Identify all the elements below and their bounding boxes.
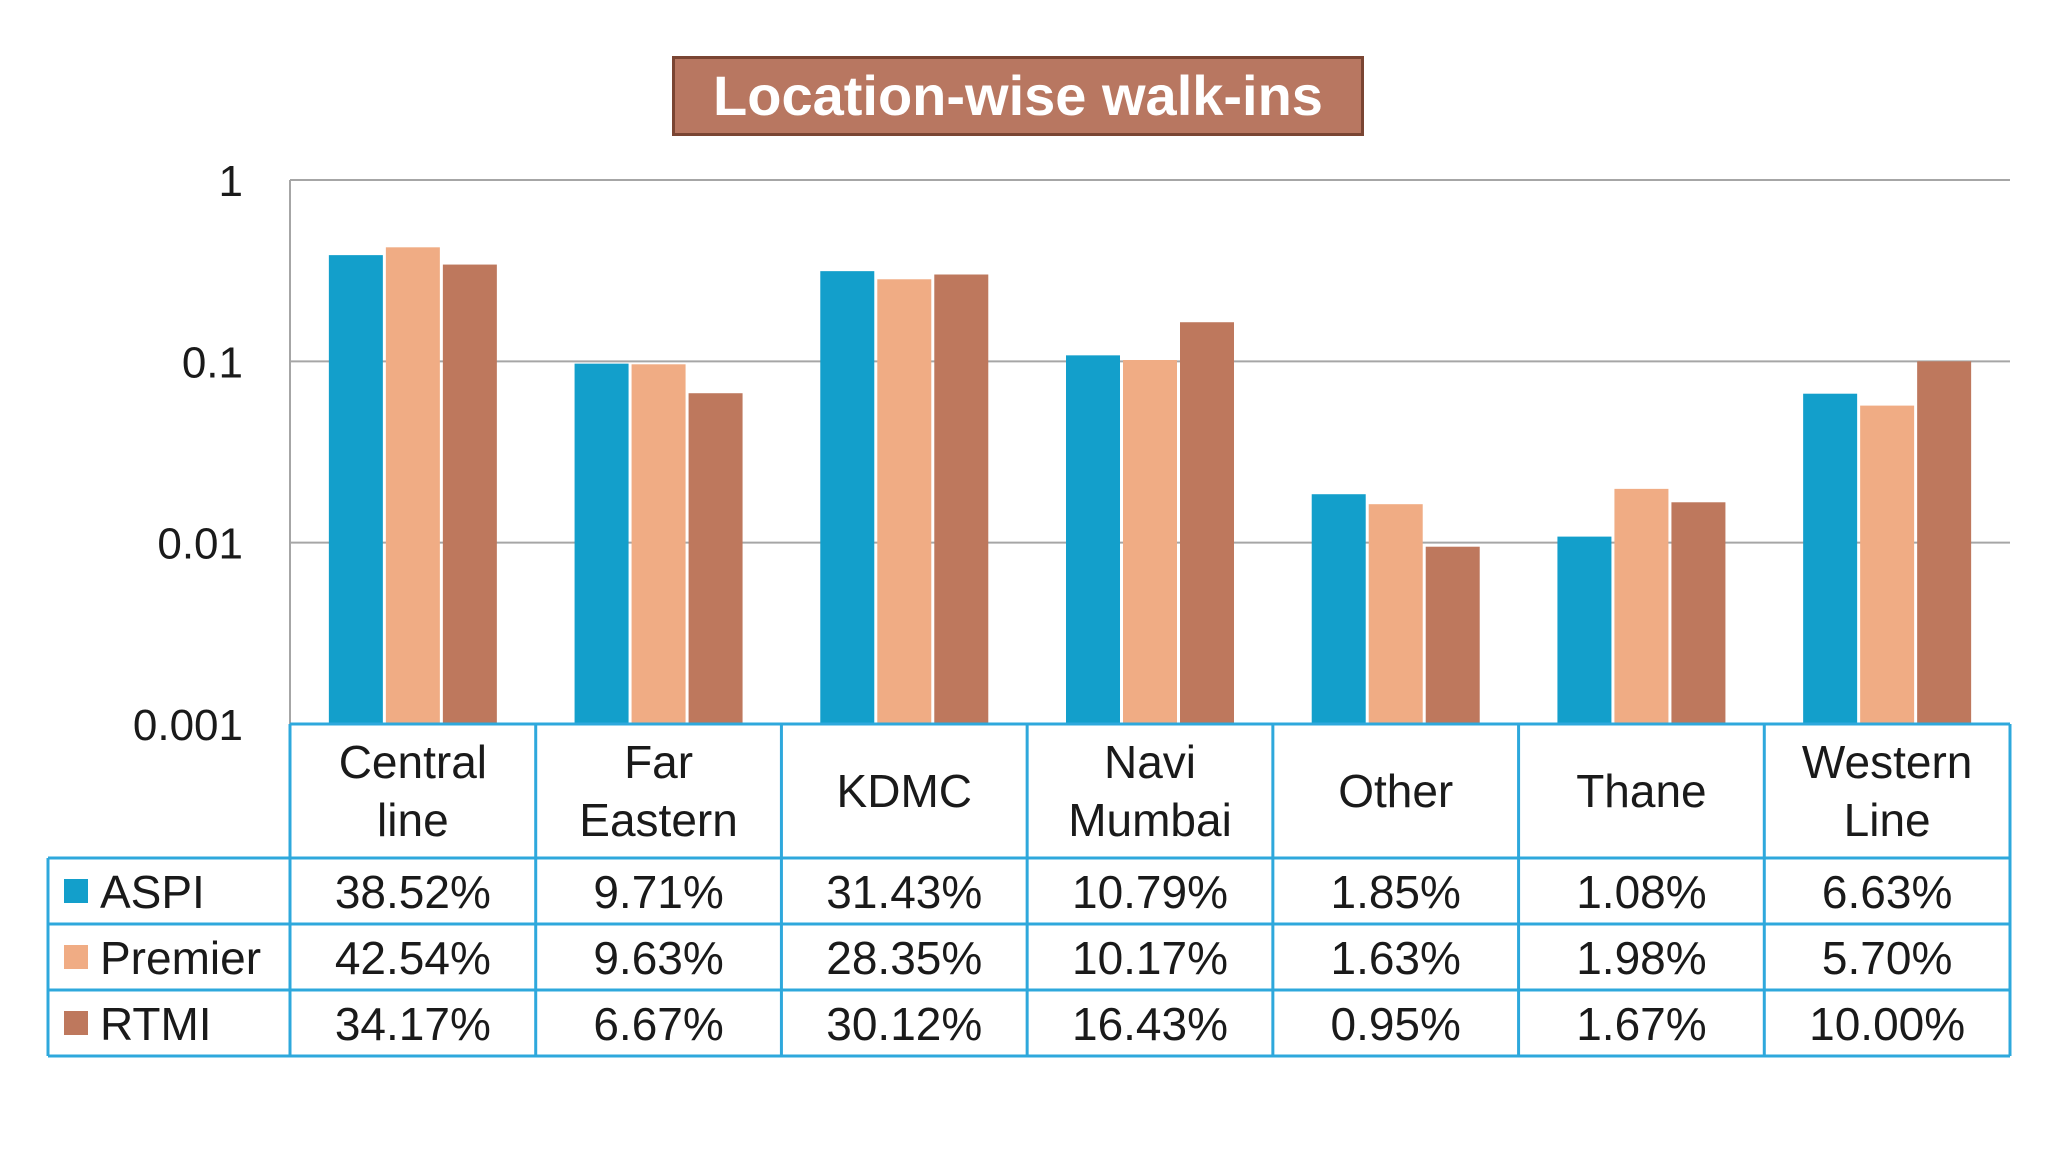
bar-premier bbox=[1368, 504, 1423, 724]
data-label: 10.00% bbox=[1809, 998, 1965, 1050]
legend-key-aspi bbox=[64, 879, 88, 903]
bars bbox=[328, 247, 1972, 724]
category-label: Navi bbox=[1104, 736, 1196, 788]
data-label: 42.54% bbox=[335, 932, 491, 984]
category-label: Eastern bbox=[579, 794, 738, 846]
bar-aspi bbox=[1557, 536, 1612, 724]
data-label: 1.63% bbox=[1330, 932, 1460, 984]
bar-aspi bbox=[328, 255, 383, 724]
bar-aspi bbox=[1803, 393, 1858, 724]
bar-rtmi bbox=[442, 264, 497, 724]
bar-aspi bbox=[1311, 494, 1366, 724]
bar-aspi bbox=[1066, 355, 1120, 724]
data-label: 10.79% bbox=[1072, 866, 1228, 918]
data-label: 0.95% bbox=[1330, 998, 1460, 1050]
data-label: 5.70% bbox=[1822, 932, 1952, 984]
data-label: 1.08% bbox=[1576, 866, 1706, 918]
category-label: Central bbox=[339, 736, 487, 788]
data-label: 28.35% bbox=[826, 932, 982, 984]
category-label: Mumbai bbox=[1068, 794, 1232, 846]
bar-rtmi bbox=[1671, 502, 1726, 724]
data-label: 6.63% bbox=[1822, 866, 1952, 918]
data-label: 1.67% bbox=[1576, 998, 1706, 1050]
bar-premier bbox=[1860, 405, 1915, 724]
category-label: line bbox=[377, 794, 449, 846]
legend-key-rtmi bbox=[64, 1011, 88, 1035]
legend-key-premier bbox=[64, 945, 88, 969]
bar-premier bbox=[385, 247, 440, 724]
data-label: 1.98% bbox=[1576, 932, 1706, 984]
y-tick-label: 0.1 bbox=[182, 338, 243, 387]
y-axis-ticks: 1 0.1 0.01 0.001 bbox=[133, 157, 243, 750]
data-label: 38.52% bbox=[335, 866, 491, 918]
category-label: Line bbox=[1844, 794, 1931, 846]
category-label: KDMC bbox=[837, 765, 972, 817]
data-label: 9.63% bbox=[593, 932, 723, 984]
data-label: 10.17% bbox=[1072, 932, 1228, 984]
data-label: 1.85% bbox=[1330, 866, 1460, 918]
data-label: 30.12% bbox=[826, 998, 982, 1050]
bar-premier bbox=[631, 364, 686, 724]
bar-rtmi bbox=[1425, 546, 1480, 724]
bar-aspi bbox=[820, 271, 875, 724]
legend-label: Premier bbox=[100, 932, 261, 984]
legend-label: RTMI bbox=[100, 998, 212, 1050]
data-label: 9.71% bbox=[593, 866, 723, 918]
y-tick-label: 1 bbox=[219, 157, 243, 206]
category-label: Far bbox=[624, 736, 693, 788]
bar-rtmi bbox=[1180, 322, 1234, 724]
bar-rtmi bbox=[688, 393, 743, 724]
data-label: 31.43% bbox=[826, 866, 982, 918]
bar-premier bbox=[1614, 488, 1669, 724]
chart-title: Location-wise walk-ins bbox=[672, 56, 1364, 136]
category-label: Other bbox=[1338, 765, 1453, 817]
bar-rtmi bbox=[1917, 361, 1972, 724]
y-tick-label: 0.01 bbox=[157, 520, 243, 569]
y-tick-label: 0.001 bbox=[133, 701, 243, 750]
legend-label: ASPI bbox=[100, 866, 205, 918]
data-label: 16.43% bbox=[1072, 998, 1228, 1050]
category-label: Thane bbox=[1576, 765, 1706, 817]
data-table: Central line Far Eastern KDMC Navi Mumbai Other… bbox=[46, 722, 2012, 1058]
bar-rtmi bbox=[934, 274, 989, 724]
category-label: Western bbox=[1802, 736, 1972, 788]
data-label: 6.67% bbox=[593, 998, 723, 1050]
bar-premier bbox=[877, 279, 932, 724]
bar-aspi bbox=[574, 363, 629, 724]
bar-premier bbox=[1123, 360, 1177, 724]
data-label: 34.17% bbox=[335, 998, 491, 1050]
